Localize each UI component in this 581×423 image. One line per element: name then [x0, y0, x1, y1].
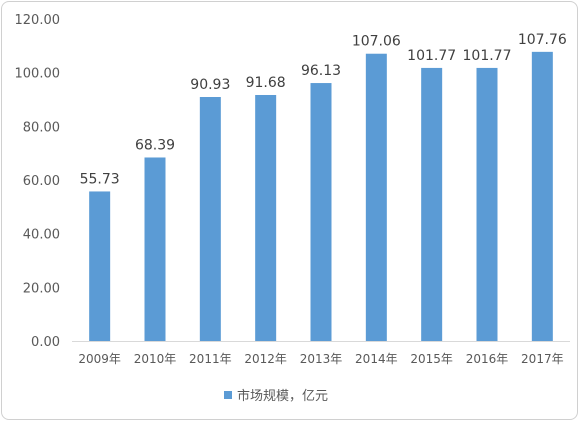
y-tick-label: 20.00 — [23, 281, 60, 296]
x-tick-label: 2009年 — [78, 352, 121, 366]
bar-value-label: 68.39 — [135, 137, 175, 153]
x-tick-label: 2010年 — [134, 352, 177, 366]
x-tick-label: 2017年 — [521, 352, 564, 366]
x-tick-label: 2016年 — [466, 352, 509, 366]
legend: 市场规模，亿元 — [224, 388, 328, 404]
y-tick-label: 60.00 — [23, 174, 60, 189]
bar — [89, 191, 111, 341]
bar — [199, 97, 221, 341]
bar-value-label: 107.06 — [352, 34, 401, 50]
bar-value-label: 101.77 — [463, 48, 512, 64]
y-tick-label: 0.00 — [31, 335, 60, 350]
bar — [365, 53, 387, 342]
bar — [531, 51, 553, 342]
bar — [476, 67, 498, 341]
bar — [144, 157, 166, 341]
x-tick-label: 2011年 — [189, 352, 232, 366]
x-tick-label: 2013年 — [300, 352, 343, 366]
bar-value-label: 55.73 — [80, 171, 120, 187]
legend-label: 市场规模，亿元 — [237, 388, 328, 404]
bar — [421, 67, 443, 341]
x-axis-tick-labels: 2009年 2010年 2011年 2012年 2013年 2014年 2015年 2016年… — [78, 352, 563, 366]
bar — [255, 94, 277, 341]
x-tick-label: 2014年 — [355, 352, 398, 366]
y-tick-label: 80.00 — [23, 120, 60, 135]
y-tick-label: 120.00 — [15, 13, 61, 28]
legend-swatch — [224, 391, 232, 399]
bar-value-label: 90.93 — [190, 77, 230, 93]
x-tick-label: 2015年 — [410, 352, 453, 366]
bar — [310, 83, 332, 341]
bar-value-label: 96.13 — [301, 63, 341, 79]
y-tick-label: 100.00 — [15, 67, 61, 82]
x-tick-label: 2012年 — [244, 352, 287, 366]
bar-value-label: 101.77 — [407, 48, 456, 64]
data-labels: 55.73 68.39 90.93 91.68 96.13 107.06 101.77 101… — [80, 32, 567, 188]
y-tick-label: 40.00 — [23, 228, 60, 243]
bar-value-label: 91.68 — [246, 75, 286, 91]
bar-series — [89, 51, 553, 342]
bar-value-label: 107.76 — [518, 32, 567, 48]
y-axis-tick-labels: 0.00 20.00 40.00 60.00 80.00 100.00 120.00 — [15, 13, 61, 350]
